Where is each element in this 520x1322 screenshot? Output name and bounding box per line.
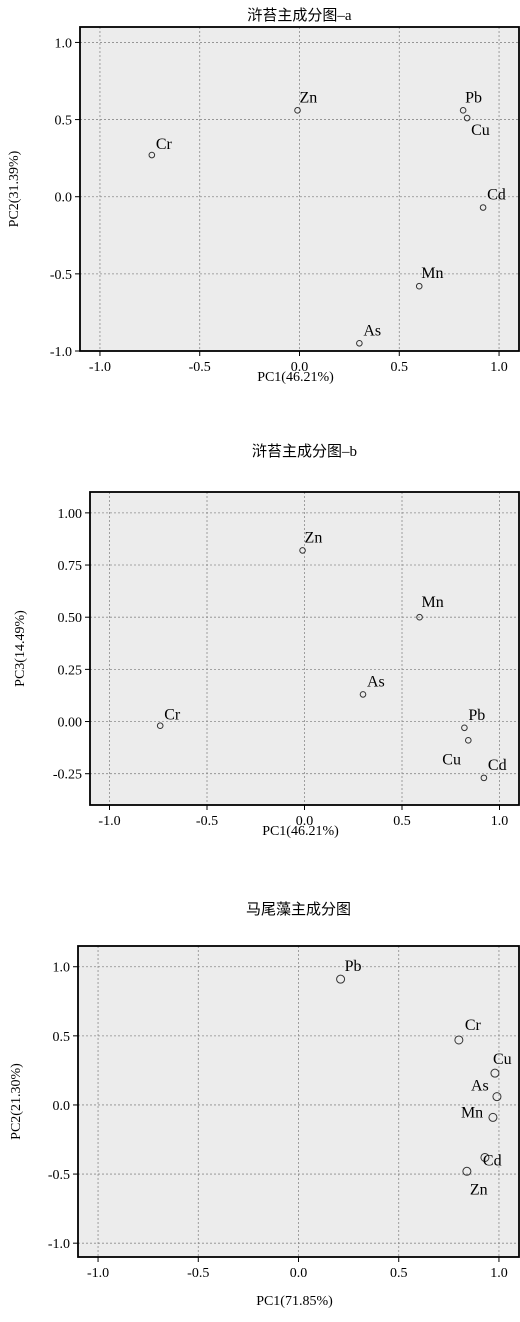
point-mn [415,282,423,290]
y-tick-label: -1.0 [48,1237,70,1252]
point-label-as: As [367,673,385,690]
y-tick-label: 0.75 [58,559,83,574]
chart-title: 浒苔主成分图–a [247,7,352,24]
point-pb [459,107,467,114]
y-tick-label: 1.0 [53,961,71,976]
chart-c-svg: -1.0 -0.5 0.0 0.5 1.0 -1.0 -0.5 0.0 0.5 1.0 马尾藻主成分… [9,901,520,1309]
point-label-cu: Cu [442,751,461,768]
y-tick-label: -0.5 [48,1168,70,1183]
y-tick-label: -0.25 [53,768,82,783]
y-tick-label: 0.50 [58,611,83,626]
x-axis-label: PC1(46.21%) [262,824,339,839]
point-cu [465,737,472,744]
chart-title: 浒苔主成分图–b [252,443,357,460]
point-cu [463,114,471,122]
point-label-cr: Cr [156,136,173,153]
x-tick-label: 0.0 [291,360,309,375]
point-label-as: As [363,322,381,339]
y-tick-label: 0.0 [53,1099,71,1114]
point-label-pb: Pb [468,707,485,724]
x-tick-label: -1.0 [87,1266,109,1281]
y-tick-label: -1.0 [50,345,72,360]
point-zn [294,107,301,114]
point-label-pb: Pb [345,958,362,975]
point-cr [454,1035,464,1045]
point-label-zn: Zn [305,529,323,546]
point-cd [480,1152,490,1162]
point-as [359,691,367,698]
x-tick-label: 1.0 [490,1266,508,1281]
chart-a-svg: -1.0 -0.5 0.0 0.5 1.0 -1.0 -0.5 0.0 0.5 1.0 浒苔主成分图… [7,7,520,385]
x-tick-label: 1.0 [491,814,509,829]
point-zn [462,1166,472,1176]
x-tick-label: 0.5 [391,360,409,375]
point-label-mn: Mn [421,265,443,282]
y-tick-label: 1.00 [58,507,83,522]
x-tick-label: -1.0 [89,360,111,375]
point-as [492,1092,502,1102]
chart-c: -1.0 -0.5 0.0 0.5 1.0 -1.0 -0.5 0.0 0.5 1.0 马尾藻主成分… [0,888,520,1317]
point-label-pb: Pb [465,89,482,106]
point-cd [480,774,488,782]
point-label-cd: Cd [488,757,507,774]
point-pb [336,974,346,984]
chart-a: -1.0 -0.5 0.0 0.5 1.0 -1.0 -0.5 0.0 0.5 1.0 浒苔主成分图… [0,0,520,395]
y-axis-label: PC3(14.49%) [13,610,28,687]
x-tick-label: 0.5 [393,814,411,829]
point-label-mn: Mn [461,1104,483,1121]
x-tick-label: 0.5 [390,1266,408,1281]
point-label-cu: Cu [471,122,490,139]
point-mn [488,1112,498,1122]
point-label-zn: Zn [300,89,318,106]
point-cd [479,204,487,211]
y-tick-label: 0.0 [55,191,73,206]
point-label-zn: Zn [470,1181,488,1198]
point-label-cd: Cd [487,187,506,204]
point-pb [461,724,468,732]
x-tick-label: 0.0 [296,814,314,829]
x-tick-label: -1.0 [98,814,120,829]
y-tick-label: 0.5 [55,114,73,129]
y-axis-label: PC2(31.39%) [7,150,22,227]
point-label-mn: Mn [422,594,444,611]
chart-b-svg: -1.0 -0.5 0.0 0.5 1.0 -0.25 0.00 0.25 0.50 0.75 1.… [13,443,520,839]
point-label-cr: Cr [465,1017,482,1034]
plot-area [78,946,519,1257]
point-as [356,339,363,347]
point-zn [299,547,306,554]
y-axis-label: PC2(21.30%) [9,1063,24,1140]
chart-b: -1.0 -0.5 0.0 0.5 1.0 -0.25 0.00 0.25 0.50 0.75 1.… [0,430,520,865]
y-tick-label: -0.5 [50,268,72,283]
point-label-cu: Cu [493,1051,512,1068]
x-tick-label: 1.0 [490,360,508,375]
point-cu [490,1068,500,1078]
chart-title: 马尾藻主成分图 [246,901,351,918]
x-axis-label: PC1(46.21%) [257,370,334,385]
y-tick-label: 0.00 [58,716,83,731]
y-tick-label: 0.25 [58,663,83,678]
point-label-as: As [471,1078,489,1095]
x-tick-label: -0.5 [196,814,218,829]
x-axis-label: PC1(71.85%) [256,1294,333,1309]
point-cr [148,151,156,159]
x-tick-label: 0.0 [290,1266,308,1281]
x-tick-label: -0.5 [189,360,211,375]
x-tick-label: -0.5 [187,1266,209,1281]
point-cr [156,722,164,730]
point-label-cr: Cr [164,707,181,724]
y-tick-label: 0.5 [53,1030,71,1045]
point-mn [416,613,423,621]
y-tick-label: 1.0 [55,36,73,51]
point-label-cd: Cd [483,1152,502,1169]
